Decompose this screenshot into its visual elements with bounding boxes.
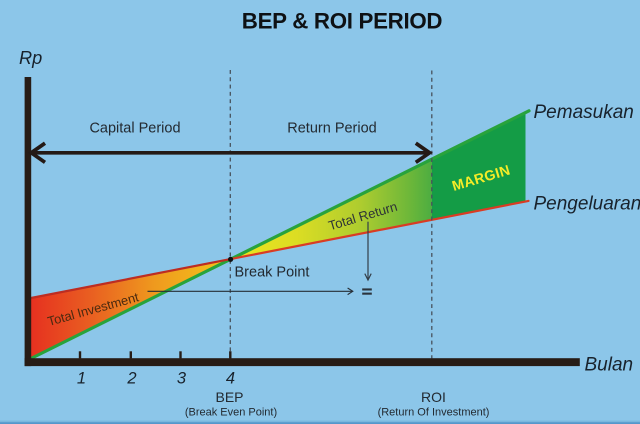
svg-text:Bulan: Bulan — [585, 355, 634, 376]
svg-text:2: 2 — [126, 370, 136, 388]
svg-text:1: 1 — [77, 370, 86, 388]
svg-text:Rp: Rp — [19, 48, 42, 68]
svg-text:Break Point: Break Point — [235, 265, 310, 281]
svg-text:ROI: ROI — [421, 389, 446, 405]
svg-text:Pengeluaran: Pengeluaran — [534, 193, 640, 214]
svg-text:Capital Period: Capital Period — [89, 121, 180, 137]
svg-text:BEP: BEP — [215, 389, 243, 405]
svg-text:4: 4 — [226, 370, 235, 388]
svg-text:(Return Of Investment): (Return Of Investment) — [378, 407, 490, 419]
svg-text:3: 3 — [177, 370, 187, 388]
svg-text:BEP & ROI PERIOD: BEP & ROI PERIOD — [242, 9, 443, 34]
svg-text:Pemasukan: Pemasukan — [534, 102, 634, 123]
svg-text:Return Period: Return Period — [287, 121, 376, 137]
svg-text:(Break Even Point): (Break Even Point) — [185, 407, 277, 419]
